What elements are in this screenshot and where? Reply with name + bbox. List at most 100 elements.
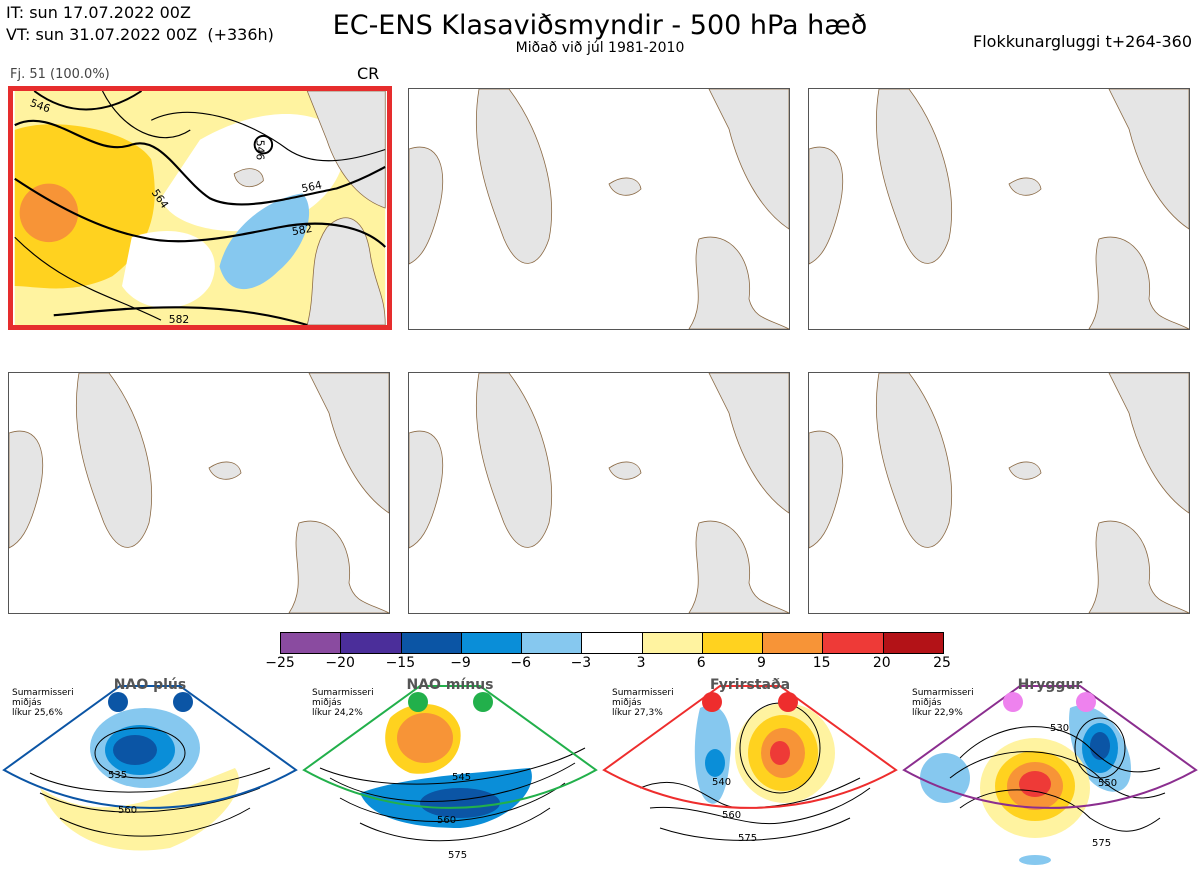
land-scandinavia	[708, 89, 789, 230]
land-canada	[809, 430, 844, 549]
land-iceland	[1008, 461, 1042, 480]
regime-code: CR	[357, 64, 380, 83]
cold-anomaly-south	[1019, 855, 1051, 865]
regime-name: Hryggur	[1017, 677, 1083, 693]
contour-label: 582	[169, 313, 189, 325]
contour-line	[649, 787, 871, 825]
colorbar-tick-label: −25	[265, 655, 295, 671]
vt-line: VT: sun 31.07.2022 00Z (+336h)	[6, 25, 274, 44]
header-times: IT: sun 17.07.2022 00Z VT: sun 31.07.2022…	[6, 2, 274, 46]
colorbar-tick-label: 25	[933, 655, 951, 671]
map-panel-6[interactable]	[808, 372, 1190, 614]
land-greenland	[875, 373, 952, 548]
regime-blocking[interactable]: 540 560 575 Fyrirstaða Sumarmisseri miðj…	[600, 677, 900, 868]
regime-note: Sumarmisseri miðjás líkur 25,6%	[12, 688, 74, 718]
contour-label: 575	[448, 850, 467, 861]
cold-anomaly-core	[705, 749, 725, 777]
colorbar-tick-label: 20	[872, 655, 891, 671]
map-panel-main[interactable]: 564 564 582 582 546 546	[8, 86, 392, 330]
regime-frame	[902, 685, 1198, 809]
regime-name: NAO plús	[113, 677, 187, 693]
regime-marker-dot	[408, 692, 428, 712]
land-iceland	[608, 177, 642, 196]
map-panel-2[interactable]	[408, 88, 790, 330]
contour-label: 540	[712, 777, 731, 788]
contour-thin-2	[53, 306, 308, 325]
regime-frame	[302, 685, 598, 809]
contour-label: 560	[437, 815, 456, 826]
regime-name: Fyrirstaða	[709, 677, 791, 693]
contour-line	[339, 782, 566, 822]
colorbar-tick-label: −20	[325, 655, 355, 671]
land-europe	[1088, 520, 1189, 613]
contour-label: 535	[108, 770, 127, 781]
land-iceland	[1008, 177, 1042, 196]
land-greenland	[475, 89, 552, 264]
contour-line	[59, 807, 251, 837]
map-panel-3[interactable]	[808, 88, 1190, 330]
colorbar-swatch	[461, 633, 523, 653]
regime-marker-dot	[108, 692, 128, 712]
colorbar-swatch	[702, 633, 764, 653]
cold-anomaly	[219, 193, 310, 290]
map-panel-5[interactable]	[408, 372, 790, 614]
contour-line	[659, 817, 851, 841]
regime-marker-dot	[173, 692, 193, 712]
contour-label: 530	[1050, 723, 1069, 734]
regime-note: Sumarmisseri miðjás líkur 22,9%	[912, 688, 974, 718]
contour-label: 560	[118, 805, 137, 816]
land-scandinavia	[1108, 89, 1189, 230]
anomaly-map: 564 564 582 582 546 546	[14, 91, 387, 325]
colorbar-swatch	[883, 633, 943, 653]
regime-map: 545 560 575	[302, 685, 598, 861]
colorbar-swatch	[823, 633, 884, 653]
warm-anomaly-max	[1019, 771, 1051, 797]
warm-anomaly-max	[19, 183, 79, 243]
colorbar-tick-label: 3	[636, 655, 646, 671]
regime-map: 530 550 575	[902, 685, 1198, 865]
colorbar-tick-label: 15	[812, 655, 831, 671]
classification-window: Flokkunargluggi t+264-360	[973, 32, 1192, 51]
regime-nao-plus[interactable]: 535 560 NAO plús Sumarmisseri miðjás lík…	[0, 677, 300, 868]
contour-thin-4	[101, 91, 191, 139]
contour-label: 545	[452, 772, 471, 783]
land-europe	[688, 236, 789, 329]
contour-line	[959, 726, 1161, 773]
contour-line	[319, 747, 586, 785]
land-greenland	[475, 373, 552, 548]
regime-marker-dot	[1076, 692, 1096, 712]
contour-label: 582	[291, 222, 313, 238]
colorbar-swatch	[642, 633, 703, 653]
colorbar-swatch	[763, 633, 824, 653]
empty-map	[409, 373, 789, 613]
warm-anomaly-core	[397, 713, 453, 763]
cold-anomaly-max	[1090, 732, 1110, 760]
empty-map	[809, 89, 1189, 329]
contour-line	[29, 767, 271, 793]
colorbar-tick-label: −3	[570, 655, 592, 671]
contour-line	[959, 789, 1161, 832]
regime-note: Sumarmisseri miðjás líkur 24,2%	[312, 688, 374, 718]
contour-thin-3	[150, 111, 386, 162]
regime-marker-dot	[473, 692, 493, 712]
regime-nao-minus[interactable]: 545 560 575 NAO mínus Sumarmisseri miðjá…	[300, 677, 600, 868]
contour-546	[33, 91, 143, 111]
colorbar-swatch	[401, 633, 462, 653]
contour-label: 560	[722, 810, 741, 821]
contour-line	[329, 762, 576, 803]
land-europe	[1088, 236, 1189, 329]
land-iceland	[233, 168, 264, 188]
regime-note: Sumarmisseri miðjás líkur 27,3%	[612, 688, 674, 718]
contour-label: 575	[738, 833, 757, 844]
colorbar-swatch	[281, 633, 342, 653]
regime-ridge[interactable]: 530 550 575 Hryggur Sumarmisseri miðjás …	[900, 677, 1200, 868]
regime-frame	[602, 685, 898, 809]
map-panel-4[interactable]	[8, 372, 390, 614]
cold-anomaly-max	[113, 735, 157, 765]
land-europe	[306, 217, 386, 325]
colorbar-swatch	[341, 633, 402, 653]
land-greenland	[875, 89, 952, 264]
regime-name: NAO mínus	[406, 677, 494, 693]
regime-frame	[2, 685, 298, 809]
contour-582	[14, 177, 387, 248]
